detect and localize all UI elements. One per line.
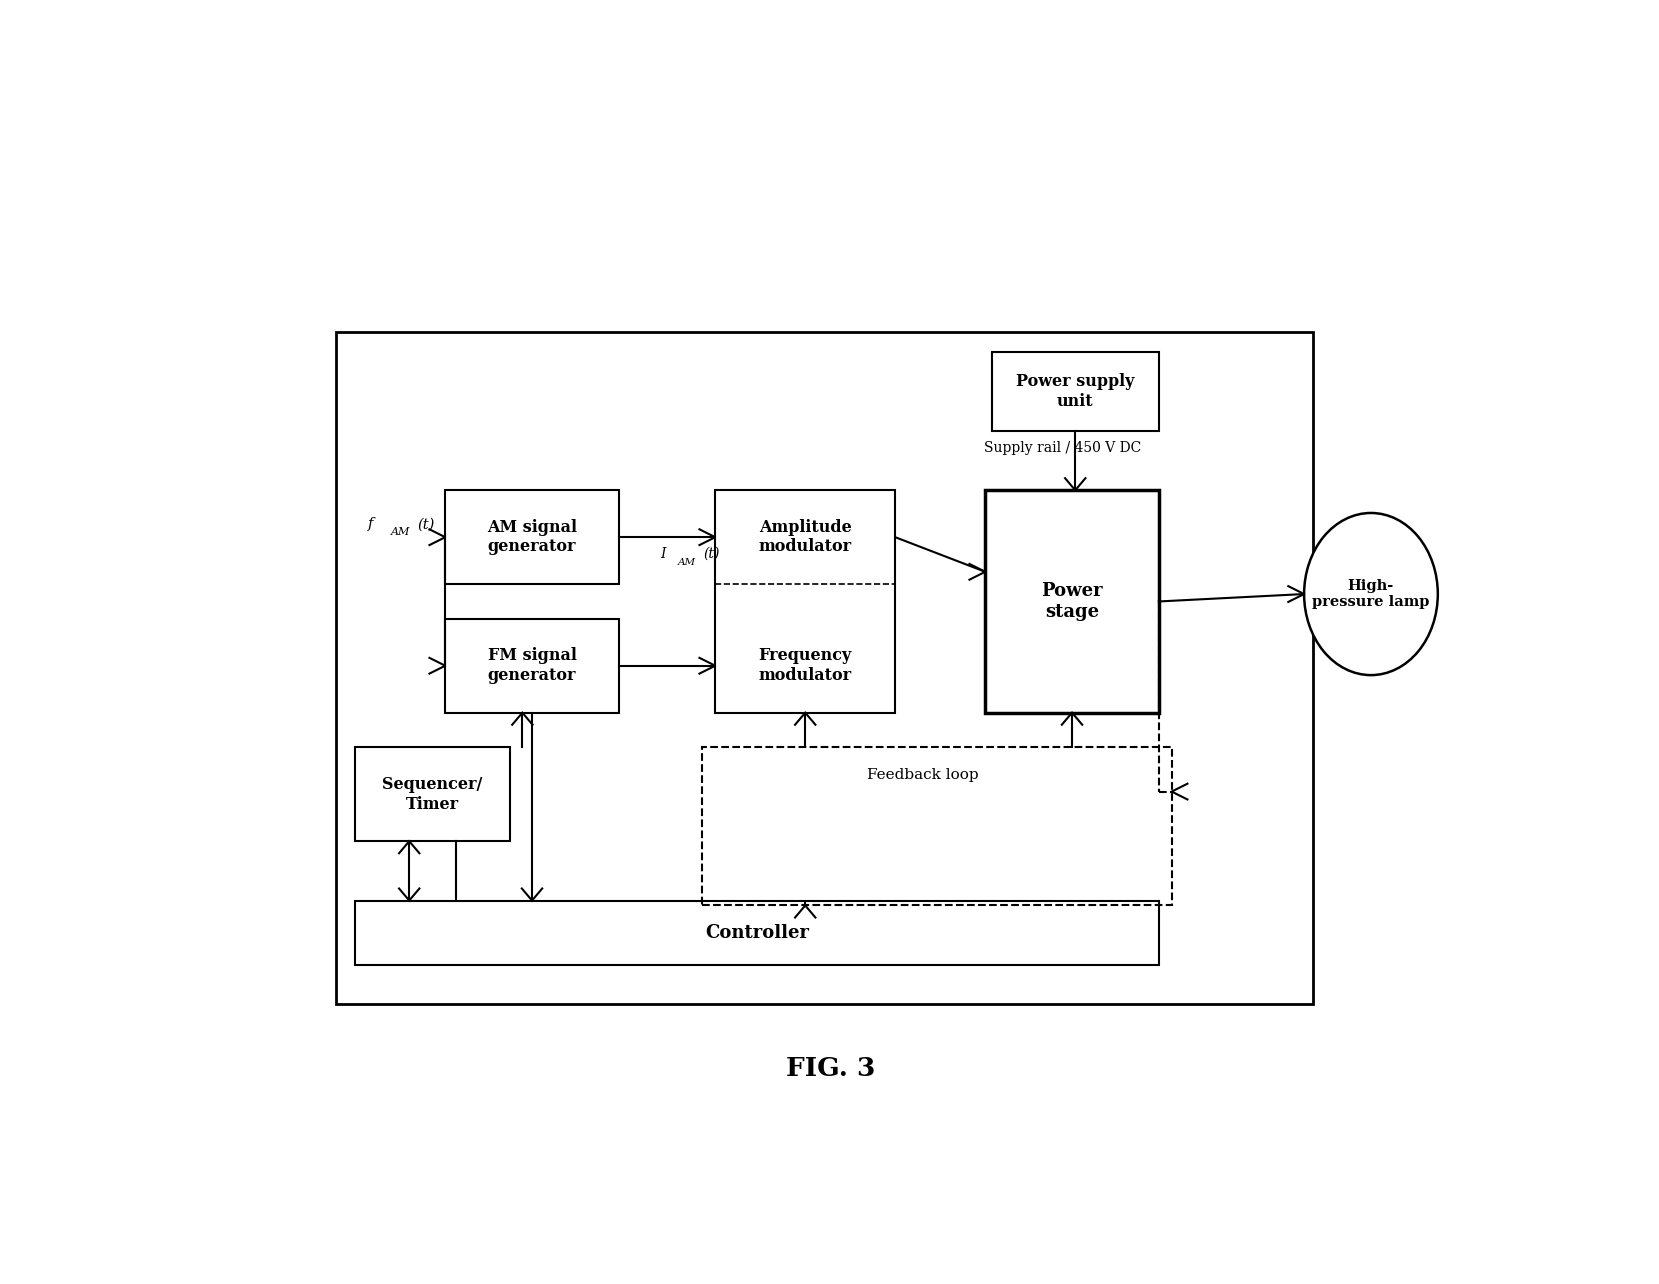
Text: I: I (660, 547, 667, 561)
Bar (335, 333, 1314, 1004)
Text: Power
stage: Power stage (1042, 582, 1103, 621)
Text: Power supply
unit: Power supply unit (1015, 374, 1135, 410)
Text: Feedback loop: Feedback loop (868, 768, 979, 782)
Bar (355, 900, 1160, 964)
Text: Sequencer/
Timer: Sequencer/ Timer (382, 776, 483, 813)
Bar (445, 490, 619, 584)
Text: f: f (368, 517, 373, 532)
Text: Frequency
modulator: Frequency modulator (758, 647, 851, 684)
Text: Controller: Controller (705, 923, 810, 941)
Bar (992, 352, 1158, 431)
Bar (445, 619, 619, 713)
Text: Amplitude
modulator: Amplitude modulator (758, 519, 851, 556)
Text: High-
pressure lamp: High- pressure lamp (1312, 579, 1430, 609)
Text: AM signal
generator: AM signal generator (488, 519, 577, 556)
Bar (702, 747, 1171, 905)
Ellipse shape (1304, 514, 1438, 675)
Bar (715, 490, 896, 713)
Text: AM: AM (677, 559, 695, 568)
Text: (t): (t) (416, 517, 435, 532)
Text: (t): (t) (703, 547, 720, 561)
Text: AM: AM (392, 528, 411, 537)
Bar (985, 490, 1158, 713)
Text: Supply rail / 450 V DC: Supply rail / 450 V DC (984, 440, 1141, 455)
Bar (355, 747, 509, 841)
Text: FIG. 3: FIG. 3 (786, 1057, 876, 1081)
Text: FM signal
generator: FM signal generator (488, 647, 576, 684)
